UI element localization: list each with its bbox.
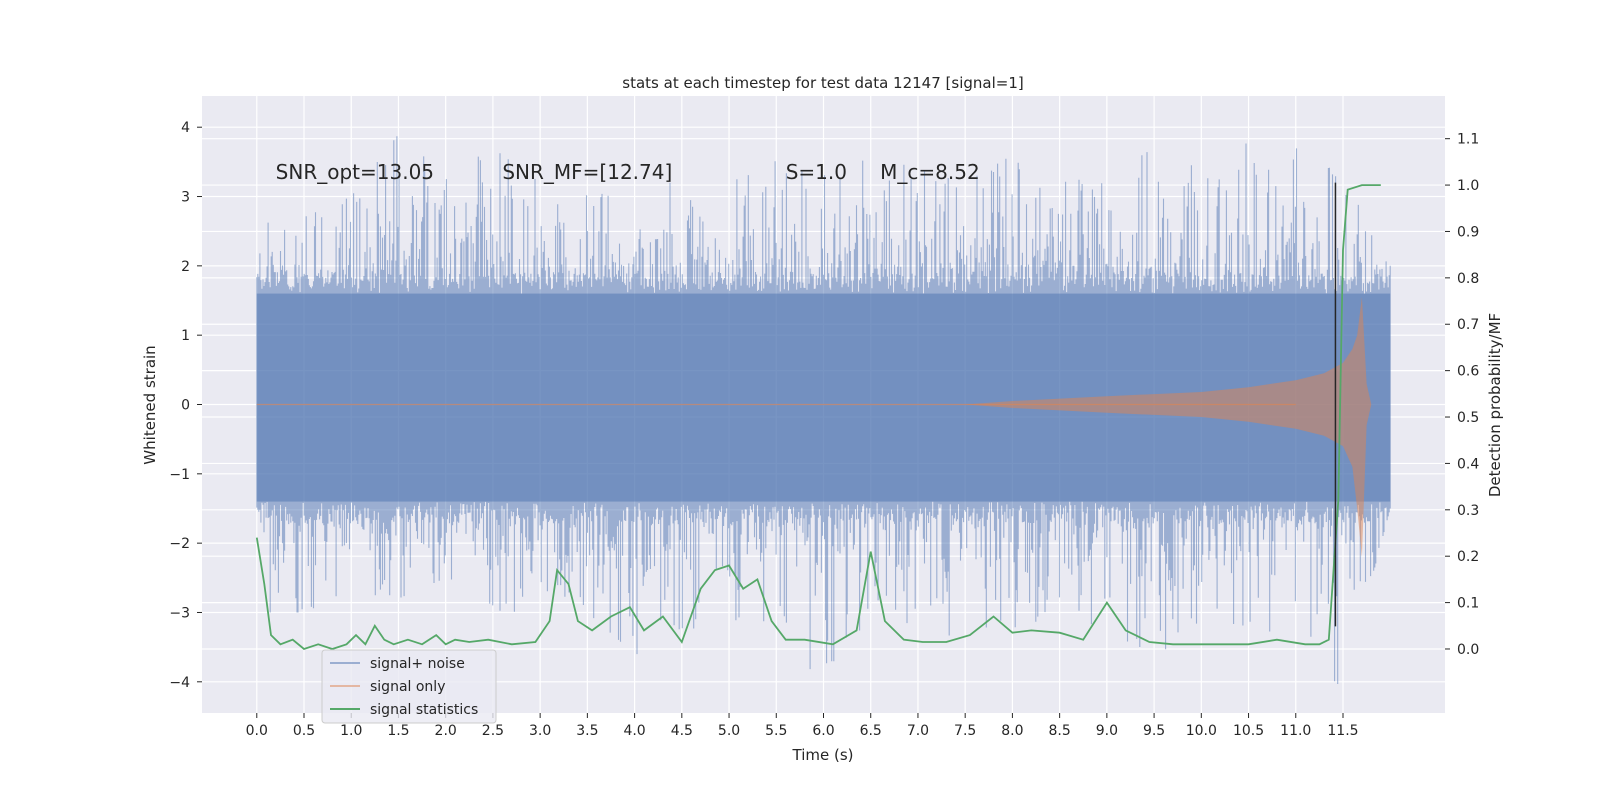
- x-tick-label: 1.5: [387, 723, 409, 739]
- x-tick-label: 1.0: [340, 723, 362, 739]
- x-tick-label: 3.0: [529, 723, 551, 739]
- y2-tick-label: 0.8: [1457, 271, 1479, 287]
- y-tick-label: 2: [181, 259, 190, 275]
- x-tick-label: 9.0: [1096, 723, 1118, 739]
- y-axis-label: Whitened strain: [141, 345, 159, 464]
- annotation-text: S=1.0: [786, 160, 847, 184]
- y2-tick-label: 0.9: [1457, 224, 1479, 240]
- y-tick-label: −1: [169, 467, 190, 483]
- x-axis: 0.0 0.5 1.0 1.5 2.0 2.5 3.0 3.5 4.0 4.5 5.0 5.5 6.0 6…: [246, 713, 1359, 739]
- chart-title: stats at each timestep for test data 121…: [622, 74, 1023, 92]
- x-tick-label: 8.5: [1048, 723, 1070, 739]
- x-tick-label: 10.5: [1233, 723, 1264, 739]
- x-tick-label: 0.0: [246, 723, 268, 739]
- y2-tick-label: 0.2: [1457, 549, 1479, 565]
- x-tick-label: 5.0: [718, 723, 740, 739]
- y-axis-left: 4 3 2 1 0 −1 −2 −3 −4: [169, 120, 202, 691]
- y2-tick-label: 1.1: [1457, 132, 1479, 148]
- x-tick-label: 0.5: [293, 723, 315, 739]
- x-tick-label: 4.5: [671, 723, 693, 739]
- x-tick-label: 10.0: [1186, 723, 1217, 739]
- x-tick-label: 3.5: [576, 723, 598, 739]
- y-tick-label: 4: [181, 120, 190, 136]
- y2-tick-label: 0.6: [1457, 364, 1479, 380]
- y-tick-label: 3: [181, 190, 190, 206]
- x-tick-label: 6.5: [860, 723, 882, 739]
- x-tick-label: 7.0: [907, 723, 929, 739]
- legend-label-signal-statistics: signal statistics: [370, 702, 478, 718]
- x-tick-label: 11.5: [1327, 723, 1358, 739]
- x-axis-label: Time (s): [792, 746, 854, 764]
- signal-statistics-series: [255, 184, 1381, 651]
- x-tick-label: 9.5: [1143, 723, 1165, 739]
- y2-tick-label: 0.4: [1457, 456, 1479, 472]
- y2-tick-label: 0.7: [1457, 317, 1479, 333]
- legend: signal+ noise signal only signal statist…: [321, 649, 497, 724]
- x-tick-label: 4.0: [623, 723, 645, 739]
- legend-label-signal-noise: signal+ noise: [370, 656, 465, 672]
- x-tick-label: 7.5: [954, 723, 976, 739]
- y2-tick-label: 1.0: [1457, 178, 1479, 194]
- annotations: SNR_opt=13.05 SNR_MF=[12.74] S=1.0 M_c=8.52: [276, 160, 980, 184]
- y-tick-label: 1: [181, 328, 190, 344]
- annotation-text: SNR_MF=[12.74]: [502, 160, 672, 184]
- y-axis-right: 1.1 1.0 0.9 0.8 0.7 0.6 0.5 0.4 0.3 0.2 0.1 0.0: [1445, 132, 1479, 658]
- x-tick-label: 5.5: [765, 723, 787, 739]
- y-tick-label: −3: [169, 605, 190, 621]
- y2-axis-label: Detection probability/MF: [1486, 313, 1504, 497]
- annotation-text: SNR_opt=13.05: [276, 160, 434, 184]
- y2-tick-label: 0.3: [1457, 503, 1479, 519]
- y-tick-label: 0: [181, 398, 190, 414]
- x-tick-label: 2.5: [482, 723, 504, 739]
- legend-label-signal-only: signal only: [370, 679, 445, 695]
- y-tick-label: −4: [169, 675, 190, 691]
- y2-tick-label: 0.5: [1457, 410, 1479, 426]
- signal-only-series: [256, 297, 1372, 557]
- x-tick-label: 6.0: [812, 723, 834, 739]
- x-tick-label: 2.0: [435, 723, 457, 739]
- y-tick-label: −2: [169, 536, 190, 552]
- signal-statistics-line: [255, 184, 1381, 651]
- x-tick-label: 11.0: [1280, 723, 1311, 739]
- x-tick-label: 8.0: [1001, 723, 1023, 739]
- y2-tick-label: 0.1: [1457, 596, 1479, 612]
- y2-tick-label: 0.0: [1457, 642, 1479, 658]
- annotation-text: M_c=8.52: [880, 160, 980, 184]
- legend-box: [321, 649, 497, 724]
